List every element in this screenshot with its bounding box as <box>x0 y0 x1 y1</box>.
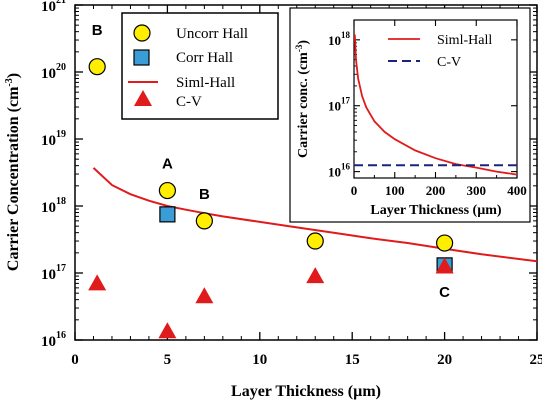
main-y-tick-label: 1021 <box>41 0 66 15</box>
main-x-tick-label: 15 <box>345 352 360 368</box>
main-y-tick-label: 1016 <box>41 330 66 350</box>
uncorr-hall-point <box>436 234 454 252</box>
uncorr-hall-point <box>306 232 324 250</box>
main-markers <box>88 58 454 339</box>
uncorr-hall-point <box>88 58 106 76</box>
main-x-tick-label: 10 <box>252 352 267 368</box>
main-y-axis-label: Carrier Concentration (cm-3) <box>4 73 22 271</box>
main-y-tick-label: 1018 <box>41 196 66 216</box>
inset-background <box>289 7 531 223</box>
cv-point <box>435 257 454 274</box>
inset-legend-cv-label: C-V <box>437 55 461 70</box>
inset-x-tick-label: 400 <box>507 183 527 198</box>
main-x-tick-label: 20 <box>437 352 452 368</box>
cv-point <box>158 322 177 339</box>
inset-y-tick-labels: 1016 1017 1018 <box>328 30 351 180</box>
legend-uncorr-hall-label: Uncorr Hall <box>176 26 248 42</box>
main-x-tick-labels: 0 5 10 15 20 25 <box>71 352 542 368</box>
inset-legend-siml-hall-label: Siml-Hall <box>437 33 492 48</box>
cv-point <box>195 287 214 304</box>
cv-point <box>306 267 325 284</box>
legend-corr-hall-label: Corr Hall <box>176 50 233 66</box>
main-y-tick-label: 1020 <box>41 62 66 82</box>
inset-y-tick-label: 1016 <box>328 162 351 180</box>
cv-point <box>88 274 107 291</box>
uncorr-hall-point <box>195 212 213 230</box>
legend-siml-hall-label: Siml-Hall <box>176 75 235 91</box>
legend-uncorr-hall-marker <box>133 24 151 42</box>
main-x-tick-label: 5 <box>164 352 172 368</box>
uncorr-hall-point <box>158 181 176 200</box>
legend-cv-label: C-V <box>176 94 202 110</box>
legend-cv-marker <box>134 90 152 106</box>
point-annotation-label: B <box>92 22 103 39</box>
main-legend: Uncorr Hall Corr Hall Siml-Hall C-V <box>121 12 279 120</box>
main-x-tick-label: 25 <box>530 352 542 368</box>
inset-x-tick-label: 200 <box>426 183 446 198</box>
inset-y-tick-label: 1018 <box>328 30 351 48</box>
main-y-tick-label: 1017 <box>41 263 66 283</box>
point-annotation-label: C <box>439 284 450 301</box>
inset-y-axis-label: Carrier conc. (cm-3) <box>294 40 311 158</box>
main-x-axis-label: Layer Thickness (µm) <box>231 383 381 400</box>
inset-y-tick-label: 1017 <box>328 96 351 114</box>
inset-x-tick-labels: 0 100 200 300 400 <box>351 183 527 198</box>
inset-siml-hall-line <box>354 34 517 176</box>
point-annotation-label: A <box>162 156 173 173</box>
inset-x-tick-label: 100 <box>385 183 405 198</box>
inset-x-tick-label: 300 <box>467 183 487 198</box>
point-annotation-label: B <box>199 186 210 203</box>
inset-x-tick-label: 0 <box>351 183 358 198</box>
inset-plot: 0 100 200 300 400 1016 1017 1018 Layer Thickne… <box>289 7 531 223</box>
main-plot-frame <box>74 4 538 341</box>
main-plot: 0 5 10 15 20 25 1016 1017 1018 1019 1020 1021 Laye… <box>4 0 542 400</box>
corr-hall-point <box>159 206 176 223</box>
main-x-tick-label: 0 <box>71 352 79 368</box>
inset-x-axis-label: Layer Thickness (µm) <box>370 203 502 218</box>
main-y-tick-label: 1019 <box>41 129 66 149</box>
siml-hall-line <box>92 167 537 263</box>
legend-corr-hall-marker <box>133 49 150 66</box>
inset-ticks <box>353 19 518 178</box>
main-y-tick-labels: 1016 1017 1018 1019 1020 1021 <box>41 0 66 350</box>
